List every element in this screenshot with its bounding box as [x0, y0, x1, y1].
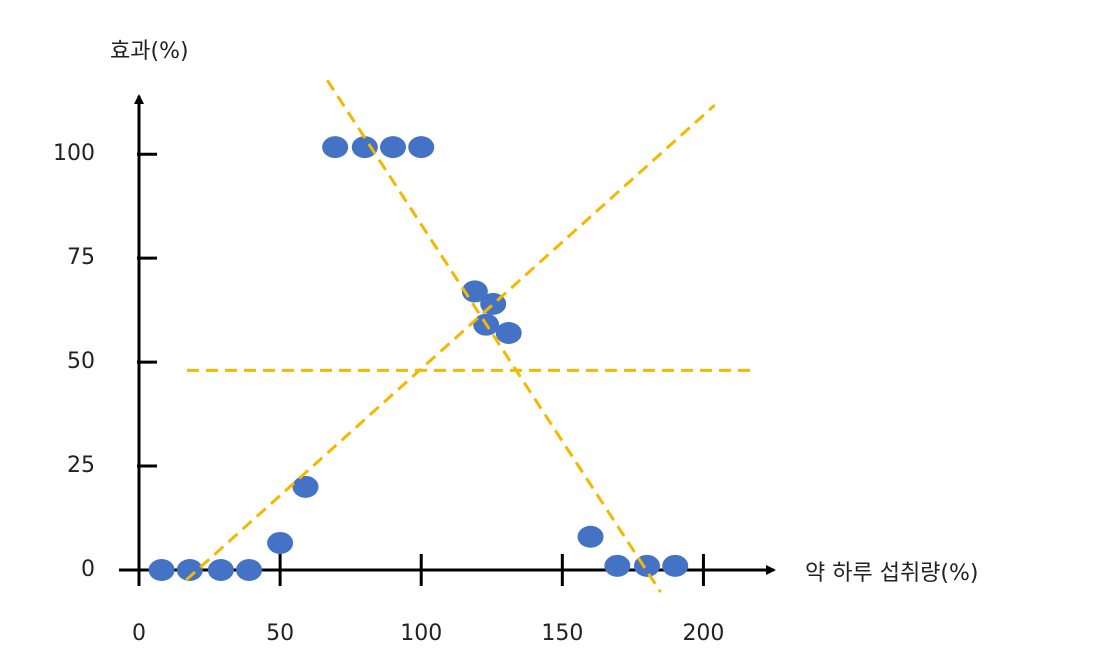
reference-line — [185, 104, 716, 582]
point — [292, 475, 319, 498]
point — [267, 531, 294, 554]
x-tick-label: 200 — [682, 621, 724, 646]
y-tick-label: 100 — [53, 141, 95, 166]
reference-line — [325, 79, 662, 593]
point — [207, 559, 234, 581]
y-tick-label: 50 — [67, 349, 95, 374]
point — [662, 554, 689, 577]
point — [408, 136, 435, 159]
y-tick-label: 0 — [81, 557, 95, 582]
point — [577, 525, 604, 548]
point — [604, 554, 631, 577]
point — [380, 136, 406, 159]
x-tick-label: 50 — [266, 621, 294, 646]
point — [148, 559, 175, 581]
x-tick-label: 100 — [400, 621, 442, 646]
point — [236, 559, 263, 581]
y-tick-label: 25 — [67, 453, 95, 478]
x-tick-label: 150 — [541, 621, 583, 646]
x-tick-label: 0 — [132, 621, 146, 646]
point — [495, 322, 522, 344]
x-axis-label: 약 하루 섭취량(%) — [805, 561, 979, 586]
y-axis-label: 효과(%) — [110, 39, 189, 64]
point — [351, 136, 378, 159]
y-tick-label: 75 — [67, 245, 95, 270]
point — [176, 559, 203, 581]
point — [322, 136, 349, 159]
